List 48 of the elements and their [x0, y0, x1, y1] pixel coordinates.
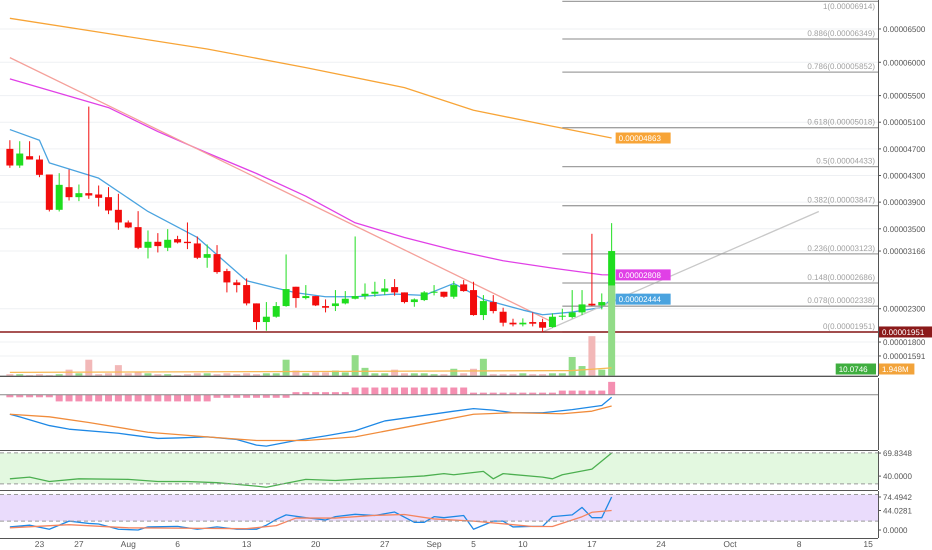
y-tick-label: 0.00006500 [883, 24, 926, 34]
ref-line-label: 0.00001951 [882, 328, 925, 337]
series-label: 0.382(0.00003847) [807, 196, 876, 205]
x-tick-label: 27 [380, 539, 390, 549]
series-label: 0.886(0.00006349) [807, 29, 876, 38]
series-label: 1(0.00006914) [822, 2, 876, 11]
x-tick-label: 8 [796, 539, 802, 549]
series-label: 0.148(0.00002686) [807, 273, 876, 282]
x-tick-label: Oct [723, 539, 738, 549]
data-label: 0.00004863 [618, 134, 662, 144]
y-tick-label: 0.00005100 [883, 118, 926, 128]
y-tick-label: 0.0000 [883, 526, 908, 536]
x-tick-label: 13 [242, 539, 252, 549]
y-tick-label: 44.0281 [883, 506, 912, 516]
y-tick-label: 0.00001591 [883, 352, 926, 361]
x-tick-label: 27 [74, 539, 84, 549]
series-label: 0.236(0.00003123) [807, 244, 876, 253]
y-tick-label: 69.8348 [883, 449, 912, 458]
y-tick-label: 0.00006000 [883, 58, 926, 68]
series-label: 0(0.00001951) [822, 322, 876, 331]
series-label: 0.5(0.00004433) [816, 156, 876, 166]
data-label: 0.00002808 [618, 270, 662, 280]
y-tick-label: 0.00003900 [883, 198, 926, 208]
y-tick-label: 0.00003166 [883, 247, 926, 256]
x-tick-label: Aug [120, 539, 136, 549]
series-label: 0.078(0.00002338) [807, 296, 876, 306]
x-tick-label: 20 [310, 539, 321, 549]
x-tick-label: 17 [587, 539, 597, 549]
x-tick-label: 5 [471, 539, 476, 549]
annotation: 10.0746 [838, 365, 868, 374]
series-label: 0.786(0.00005852) [807, 62, 876, 72]
data-label: 0.00002444 [618, 295, 662, 304]
y-tick-label: 0.00001800 [883, 338, 926, 348]
x-tick-label: Sep [426, 539, 442, 549]
y-tick-label: 0.00003500 [883, 224, 926, 234]
x-tick-label: 15 [863, 539, 874, 549]
y-tick-label: 40.0000 [883, 472, 912, 482]
x-tick-label: 23 [34, 539, 44, 549]
x-tick-label: 6 [175, 539, 180, 549]
y-tick-label: 0.00002300 [883, 304, 926, 314]
series-label: 0.618(0.00005018) [807, 118, 876, 127]
text: 1.948M [882, 365, 910, 374]
y-tick-label: 0.00004700 [883, 144, 926, 154]
y-tick-label: 74.4942 [883, 492, 912, 502]
x-tick-label: 24 [656, 539, 666, 549]
x-tick-label: 10 [518, 539, 528, 549]
y-tick-label: 0.00004300 [883, 172, 926, 181]
y-tick-label: 0.00005500 [883, 92, 926, 101]
